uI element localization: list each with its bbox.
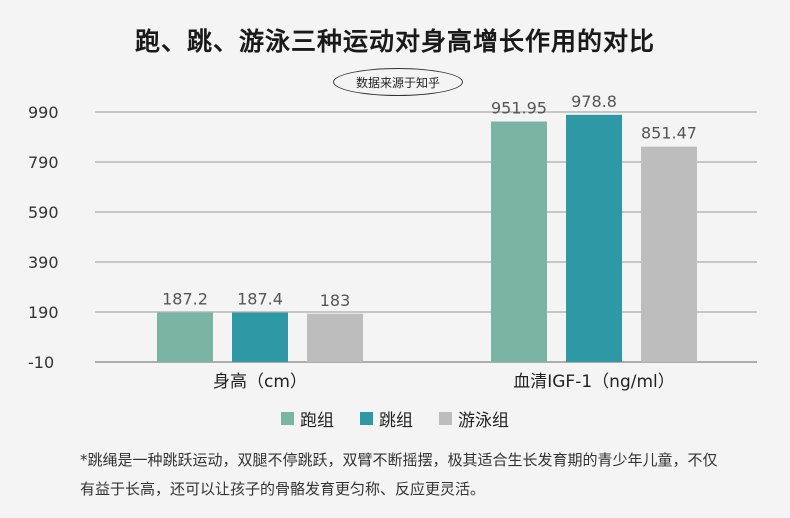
- bar: [232, 312, 288, 362]
- y-tick-label: 390: [28, 253, 59, 272]
- data-label: 851.47: [641, 124, 697, 143]
- data-label: 187.2: [162, 290, 208, 309]
- bar: [566, 114, 622, 362]
- bar: [307, 313, 363, 362]
- x-category-label: 血清IGF-1（ng/ml）: [513, 372, 675, 392]
- legend-item-jump: 跳组: [360, 406, 413, 431]
- legend-label-run: 跑组: [300, 411, 334, 431]
- source-badge: 数据来源于知乎: [333, 68, 463, 96]
- legend-swatch-swim: [439, 412, 452, 425]
- y-tick-label: 990: [28, 103, 59, 122]
- y-tick-label: 190: [28, 303, 59, 322]
- legend: 跑组 跳组 游泳组: [0, 406, 790, 431]
- y-tick-label: 790: [28, 153, 59, 172]
- data-label: 951.95: [491, 99, 547, 118]
- legend-label-swim: 游泳组: [458, 411, 509, 431]
- data-label: 978.8: [571, 92, 617, 111]
- legend-swatch-run: [281, 412, 294, 425]
- bar: [491, 121, 547, 362]
- bar: [641, 146, 697, 362]
- legend-swatch-jump: [360, 412, 373, 425]
- bar: [157, 312, 213, 362]
- legend-label-jump: 跳组: [379, 411, 413, 431]
- x-category-label: 身高（cm）: [213, 372, 307, 392]
- data-label: 183: [320, 291, 351, 310]
- legend-item-run: 跑组: [281, 406, 334, 431]
- footnote: *跳绳是一种跳跃运动，双腿不停跳跃，双臂不断摇摆，极其适合生长发育期的青少年儿童…: [80, 451, 718, 498]
- chart-title: 跑、跳、游泳三种运动对身高增长作用的对比: [134, 27, 655, 56]
- legend-item-swim: 游泳组: [439, 406, 509, 431]
- y-tick-label: 590: [28, 203, 59, 222]
- data-label: 187.4: [237, 290, 283, 309]
- y-tick-label: -10: [28, 353, 54, 372]
